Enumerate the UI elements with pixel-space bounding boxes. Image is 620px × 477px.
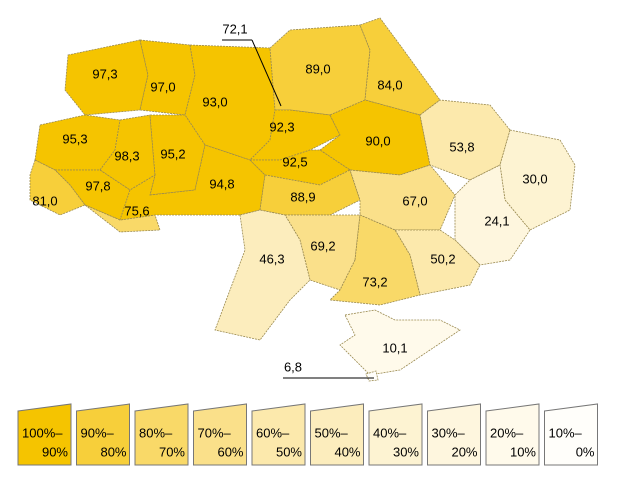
legend-bottom: 0% [576,444,595,459]
legend-bottom: 60% [217,444,243,459]
legend-swatch [134,403,189,466]
legend-top: 30%– [432,425,466,440]
region-label: 95,2 [160,146,185,161]
region-label: 69,2 [310,238,335,253]
legend-swatch [310,403,364,466]
legend-swatch [76,403,130,466]
region-label: 94,8 [209,176,234,191]
legend-bottom: 30% [393,444,419,459]
legend-swatch [368,403,423,466]
region-label: 97,3 [92,66,117,81]
region-label: 88,9 [290,189,315,204]
region-label: 92,3 [269,119,294,134]
legend-swatch [485,403,540,466]
region-label: 73,2 [362,274,387,289]
region [214,209,311,341]
region-label: 46,3 [259,251,284,266]
legend-bottom: 90% [42,444,68,459]
region-label: 10,1 [382,340,407,355]
region-label: 93,0 [202,94,227,109]
region [454,164,531,266]
legend-bottom: 10% [510,444,536,459]
region [419,99,511,181]
region [359,17,441,116]
legend-top: 10%– [549,425,583,440]
legend-swatch [544,403,598,466]
callout-label: 72,1 [222,21,247,36]
region-label: 98,3 [114,148,139,163]
legend-swatch [251,403,306,466]
callout-label: 6,8 [284,359,302,374]
legend-bottom: 80% [100,444,126,459]
region-label: 92,5 [282,154,307,169]
legend-bottom: 20% [451,444,477,459]
legend-top: 80%– [139,425,173,440]
region-label: 50,2 [430,251,455,266]
region [339,309,461,376]
legend: 100%– 90% 90%– 80% 80%– 70% 70%– 60% 60%– 50% 50%–… [17,403,598,466]
region [139,39,196,116]
legend-bottom: 70% [159,444,185,459]
region-label: 95,3 [62,131,87,146]
region-label: 30,0 [522,171,547,186]
region [29,159,86,216]
region-label: 67,0 [402,193,427,208]
region [329,214,421,306]
region-label: 97,8 [85,178,110,193]
legend-swatch [17,403,72,466]
region-label: 53,8 [449,139,474,154]
region-label: 97,0 [150,79,175,94]
legend-bottom: 40% [334,444,360,459]
region-label: 89,0 [305,61,330,76]
region [84,204,161,233]
legend-top: 90%– [81,425,115,440]
regions [29,17,576,382]
legend-top: 70%– [198,425,232,440]
legend-swatch [193,403,247,466]
region-label: 81,0 [32,193,57,208]
region [119,144,266,221]
region-label: 84,0 [377,77,402,92]
legend-top: 100%– [22,425,63,440]
legend-top: 50%– [315,425,349,440]
legend-top: 20%– [490,425,524,440]
legend-bottom: 50% [276,444,302,459]
region-label: 90,0 [365,133,390,148]
region-label: 75,6 [124,203,149,218]
legend-swatch [427,403,481,466]
legend-top: 60%– [256,425,290,440]
region [394,229,481,296]
callout-line [251,39,282,107]
region-label: 24,1 [484,213,509,228]
legend-top: 40%– [373,425,407,440]
